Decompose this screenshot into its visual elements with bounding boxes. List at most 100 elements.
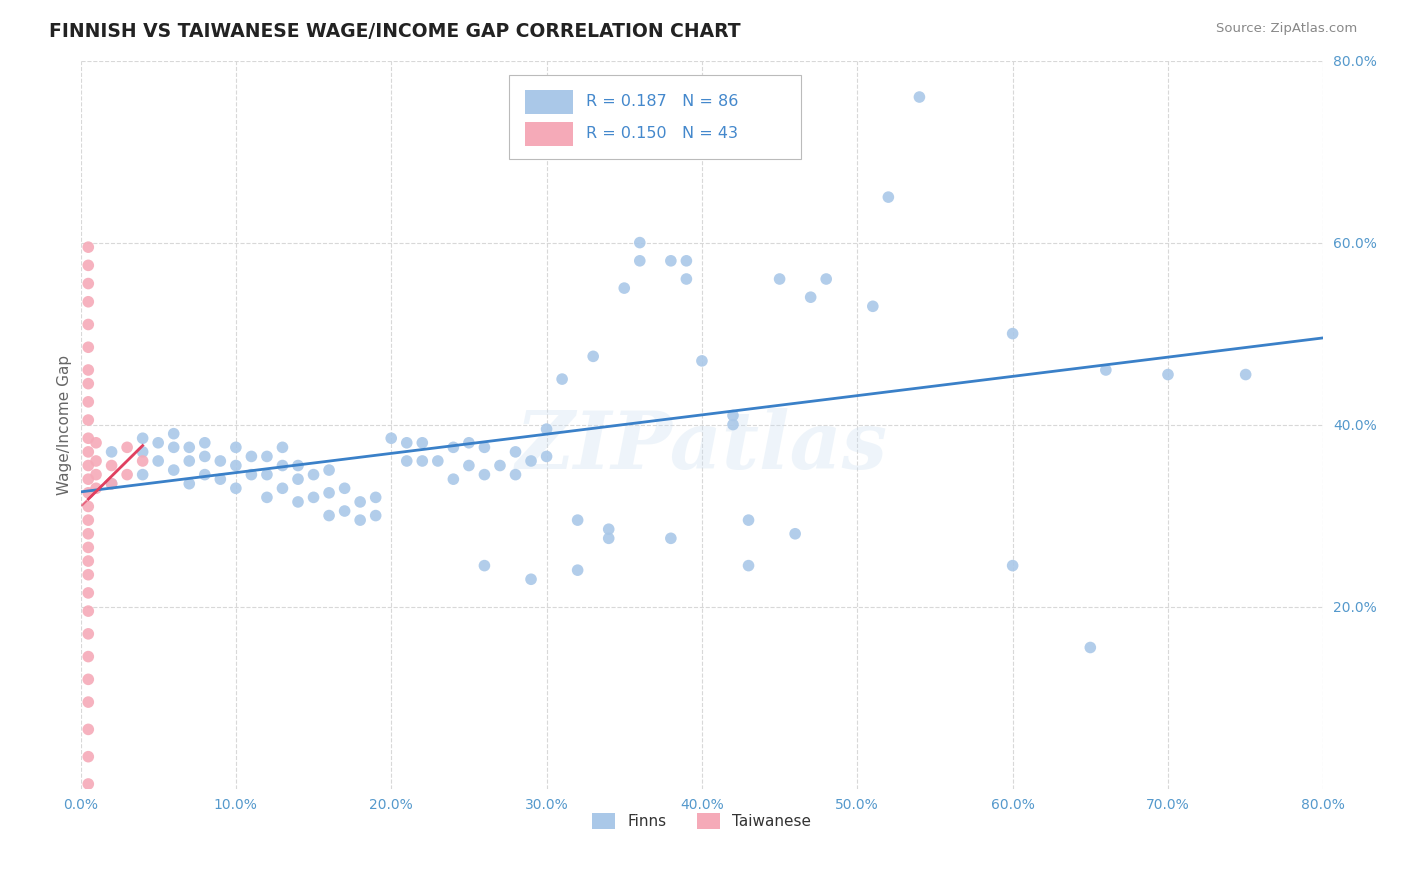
Point — [721, 417, 744, 432]
Point — [737, 513, 759, 527]
Point — [411, 435, 433, 450]
Point — [131, 454, 153, 468]
Point — [505, 445, 527, 459]
Point — [77, 445, 100, 459]
Point — [77, 777, 100, 791]
Point — [675, 253, 697, 268]
Point — [209, 472, 232, 486]
Point — [77, 513, 100, 527]
Point — [271, 440, 294, 454]
Point — [131, 431, 153, 445]
Point — [163, 440, 186, 454]
Text: FINNISH VS TAIWANESE WAGE/INCOME GAP CORRELATION CHART: FINNISH VS TAIWANESE WAGE/INCOME GAP COR… — [49, 22, 741, 41]
Point — [271, 458, 294, 473]
Text: R = 0.150   N = 43: R = 0.150 N = 43 — [586, 126, 738, 141]
FancyBboxPatch shape — [509, 75, 801, 159]
Text: R = 0.187   N = 86: R = 0.187 N = 86 — [586, 94, 738, 109]
Point — [84, 467, 107, 482]
Point — [148, 435, 170, 450]
Point — [613, 281, 636, 295]
Point — [256, 491, 278, 505]
Point — [333, 481, 356, 495]
Point — [77, 472, 100, 486]
Text: Source: ZipAtlas.com: Source: ZipAtlas.com — [1216, 22, 1357, 36]
Point — [287, 458, 309, 473]
Point — [77, 277, 100, 291]
Point — [302, 491, 325, 505]
Point — [271, 481, 294, 495]
Point — [287, 472, 309, 486]
Point — [84, 481, 107, 495]
Point — [77, 240, 100, 254]
Point — [77, 567, 100, 582]
Point — [395, 435, 418, 450]
Point — [302, 467, 325, 482]
Point — [225, 440, 247, 454]
Point — [768, 272, 790, 286]
Point — [474, 440, 496, 454]
Point — [77, 695, 100, 709]
Point — [77, 431, 100, 445]
Point — [505, 467, 527, 482]
Point — [395, 454, 418, 468]
Point — [721, 409, 744, 423]
Point — [194, 467, 217, 482]
Point — [77, 318, 100, 332]
Point — [520, 572, 543, 586]
Point — [77, 723, 100, 737]
Point — [598, 531, 620, 545]
Point — [598, 522, 620, 536]
Point — [364, 491, 387, 505]
Point — [567, 563, 589, 577]
Point — [240, 467, 263, 482]
Point — [441, 472, 464, 486]
Point — [194, 450, 217, 464]
Point — [690, 354, 713, 368]
Point — [77, 586, 100, 600]
Point — [148, 454, 170, 468]
Legend: Finns, Taiwanese: Finns, Taiwanese — [586, 807, 817, 836]
Point — [877, 190, 900, 204]
Point — [115, 467, 138, 482]
Point — [457, 435, 479, 450]
Point — [287, 495, 309, 509]
Point — [256, 467, 278, 482]
Point — [77, 749, 100, 764]
Point — [100, 458, 122, 473]
Point — [333, 504, 356, 518]
Point — [349, 495, 371, 509]
Point — [77, 604, 100, 618]
Point — [179, 476, 201, 491]
Text: ZIPatlas: ZIPatlas — [516, 408, 889, 485]
Point — [77, 294, 100, 309]
Point — [659, 531, 682, 545]
Point — [536, 422, 558, 436]
Point — [364, 508, 387, 523]
Point — [628, 253, 651, 268]
Point — [179, 454, 201, 468]
Point — [1001, 558, 1024, 573]
Point — [536, 450, 558, 464]
Point — [785, 526, 807, 541]
Point — [100, 476, 122, 491]
Point — [318, 508, 340, 523]
Point — [131, 445, 153, 459]
Point — [77, 649, 100, 664]
Point — [737, 558, 759, 573]
Point — [520, 454, 543, 468]
Point — [77, 500, 100, 514]
Point — [77, 554, 100, 568]
Point — [474, 467, 496, 482]
Point — [567, 513, 589, 527]
Point — [908, 90, 931, 104]
Point — [862, 299, 884, 313]
Point — [84, 454, 107, 468]
Point — [318, 485, 340, 500]
Point — [349, 513, 371, 527]
Point — [100, 445, 122, 459]
Point — [131, 467, 153, 482]
Point — [441, 440, 464, 454]
Point — [77, 541, 100, 555]
Point — [582, 349, 605, 363]
Point — [426, 454, 449, 468]
